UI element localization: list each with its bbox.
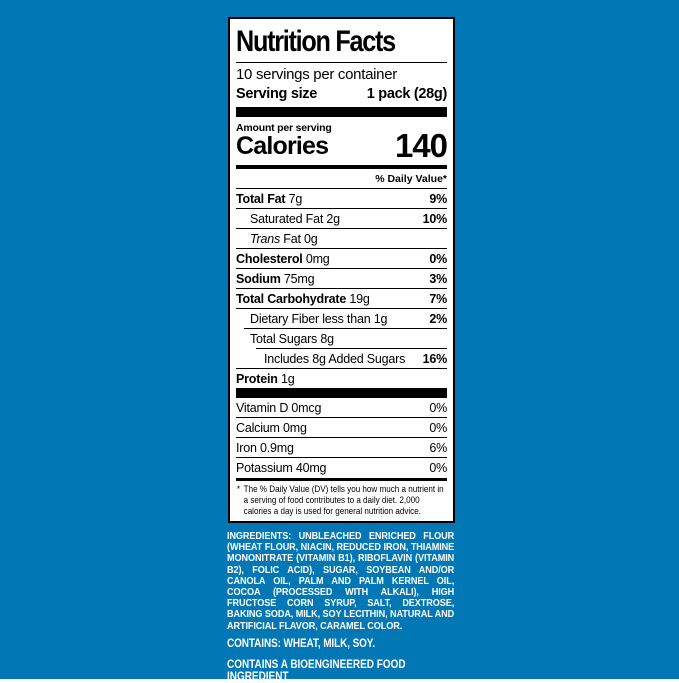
- thick-divider-bar: [236, 107, 447, 117]
- nutrient-row-dietary-fiber: Dietary Fiber less than 1g 2%: [236, 308, 447, 328]
- vitamin-name: Potassium 40mg: [236, 461, 327, 475]
- vitamin-dv: 0%: [429, 461, 447, 475]
- calories-value: 140: [394, 127, 448, 164]
- vitamin-row-calcium: Calcium 0mg 0%: [236, 417, 447, 437]
- footnote: * The % Daily Value (DV) tells you how m…: [236, 481, 447, 517]
- medium-divider-bar: [236, 165, 447, 169]
- nutrition-facts-label: Nutrition Facts 10 servings per containe…: [228, 17, 455, 523]
- nutrient-name: Dietary Fiber less than 1g: [250, 312, 388, 326]
- divider-hairline: [236, 62, 447, 63]
- nutrient-name: Total Fat 7g: [236, 192, 303, 206]
- label-title: Nutrition Facts: [236, 25, 396, 58]
- vitamin-name: Iron 0.9mg: [236, 441, 294, 455]
- serving-size-value: 1 pack (28g): [366, 86, 448, 102]
- footnote-divider-bar: [236, 478, 447, 481]
- nutrient-dv: 2%: [429, 312, 447, 326]
- amount-per-serving: Amount per serving: [236, 122, 332, 134]
- nutrient-dv: 0%: [429, 252, 447, 266]
- nutrient-name: Total Carbohydrate 19g: [236, 292, 370, 306]
- vitamin-dv: 6%: [429, 441, 447, 455]
- serving-size-label: Serving size: [236, 86, 318, 102]
- vitamin-name: Calcium 0mg: [236, 421, 307, 435]
- nutrient-row-total-carbohydrate: Total Carbohydrate 19g 7%: [236, 288, 447, 308]
- ingredients-text: INGREDIENTS: UNBLEACHED ENRICHED FLOUR (…: [227, 530, 455, 632]
- nutrient-dv: 7%: [429, 292, 447, 306]
- nutrient-row-sodium: Sodium 75mg 3%: [236, 268, 447, 288]
- nutrient-dv: 16%: [422, 352, 448, 366]
- calories-row: Calories 140: [236, 127, 448, 164]
- vitamin-name: Vitamin D 0mcg: [236, 401, 322, 415]
- nutrient-row-saturated-fat: Saturated Fat 2g 10%: [236, 208, 447, 228]
- footnote-text: The % Daily Value (DV) tells you how muc…: [243, 484, 444, 517]
- vitamin-dv: 0%: [429, 401, 447, 415]
- nutrient-row-protein: Protein 1g: [236, 368, 447, 388]
- nutrient-row-total-fat: Total Fat 7g 9%: [236, 188, 447, 208]
- nutrient-row-trans-fat: Trans Fat 0g: [236, 228, 447, 248]
- vitamin-row-potassium: Potassium 40mg 0%: [236, 457, 447, 477]
- serving-size-row: Serving size 1 pack (28g): [236, 84, 447, 107]
- servings-per-container: 10 servings per container: [236, 66, 397, 83]
- nutrient-dv: 9%: [429, 192, 447, 206]
- nutrient-row-cholesterol: Cholesterol 0mg 0%: [236, 248, 447, 268]
- vitamin-dv: 0%: [429, 421, 447, 435]
- footnote-wrap: * The % Daily Value (DV) tells you how m…: [236, 481, 447, 517]
- vitamin-row-iron: Iron 0.9mg 6%: [236, 437, 447, 457]
- footnote-asterisk: *: [236, 484, 240, 495]
- nutrient-name: Trans Fat 0g: [250, 232, 318, 246]
- nutrient-row-total-sugars: Total Sugars 8g: [244, 328, 447, 348]
- daily-value-header: % Daily Value*: [375, 173, 447, 185]
- nutrient-name: Includes 8g Added Sugars: [264, 352, 406, 366]
- nutrient-name: Cholesterol 0mg: [236, 252, 330, 266]
- calories-label: Calories: [236, 132, 329, 160]
- nutrient-name: Protein 1g: [236, 372, 295, 386]
- nutrient-name: Saturated Fat 2g: [250, 212, 340, 226]
- nutrient-dv: 10%: [422, 212, 448, 226]
- ingredients-block: INGREDIENTS: UNBLEACHED ENRICHED FLOUR (…: [227, 530, 455, 683]
- nutrient-dv: 3%: [429, 272, 447, 286]
- nutrient-name: Total Sugars 8g: [250, 332, 334, 346]
- thick-divider-bar: [236, 388, 447, 398]
- contains-statement: CONTAINS: WHEAT, MILK, SOY.: [227, 637, 375, 650]
- bioengineered-statement: CONTAINS A BIOENGINEERED FOOD INGREDIENT: [227, 658, 406, 683]
- nutrient-row-added-sugars: Includes 8g Added Sugars 16%: [256, 348, 447, 368]
- vitamin-row-vitamin-d: Vitamin D 0mcg 0%: [236, 398, 447, 417]
- nutrient-name: Sodium 75mg: [236, 272, 315, 286]
